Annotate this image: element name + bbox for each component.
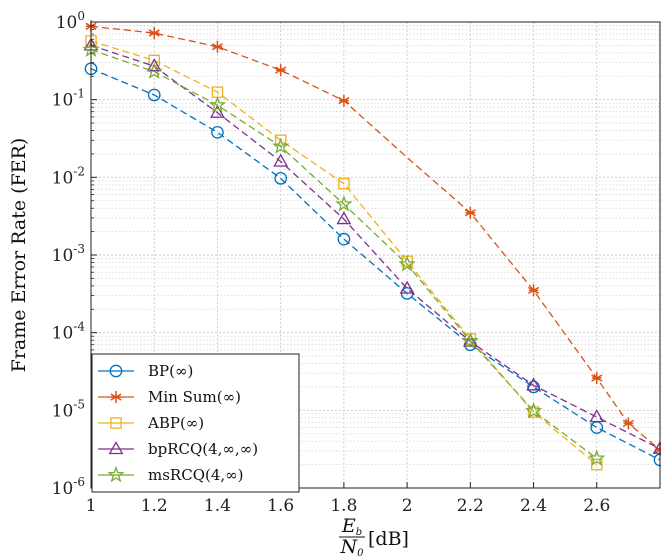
legend-label: msRCQ(4,∞) <box>148 466 244 484</box>
x-tick-label: 1.6 <box>267 496 294 516</box>
data-point-triangle <box>273 153 289 167</box>
x-tick-label: 1.8 <box>330 496 357 516</box>
svg-text:Eb: Eb <box>341 515 362 538</box>
data-point-triangle <box>210 104 225 118</box>
x-tick-label: 2.6 <box>583 496 610 516</box>
x-tick-label: 1 <box>86 496 97 516</box>
data-point-triangle <box>146 58 162 72</box>
data-point-asterisk <box>622 417 634 430</box>
x-tick-label: 2.4 <box>520 496 547 516</box>
data-point-square <box>591 458 603 471</box>
data-point-star <box>145 62 163 79</box>
data-point-star <box>461 331 479 349</box>
series-layer <box>82 20 661 471</box>
x-tick-label: 1.2 <box>141 496 168 516</box>
legend-label: bpRCQ(4,∞,∞) <box>148 440 258 458</box>
legend-item: bpRCQ(4,∞,∞) <box>98 440 258 458</box>
data-point-circle <box>147 88 161 102</box>
data-point-circle <box>211 125 224 139</box>
legend-item: Min Sum(∞) <box>98 388 241 406</box>
y-tick-label: 10-4 <box>52 320 86 344</box>
data-point-asterisk <box>211 40 224 53</box>
data-point-square <box>274 134 287 147</box>
x-label-num: E <box>341 515 356 537</box>
axis-ticks <box>90 21 598 489</box>
series-line <box>90 44 661 450</box>
x-label-den: N <box>340 536 359 558</box>
data-point-triangle <box>526 377 541 391</box>
x-axis-label: Eb N0 [dB] <box>339 515 409 559</box>
data-point-triangle <box>399 280 415 294</box>
data-point-star <box>398 255 416 272</box>
legend-item: msRCQ(4,∞) <box>98 465 244 484</box>
legend-label: Min Sum(∞) <box>148 388 241 406</box>
data-point-star <box>335 195 353 212</box>
minor-grid <box>91 25 660 466</box>
legend-label: ABP(∞) <box>147 414 204 432</box>
y-tick-label: 10-1 <box>52 87 85 111</box>
x-label-num-sub: b <box>356 527 362 538</box>
data-point-square <box>110 417 122 429</box>
y-tick-labels: 100 10-1 10-2 10-3 10-4 10-5 10-6 <box>52 9 86 499</box>
series-line <box>90 25 661 451</box>
series-4 <box>82 40 606 466</box>
series-line <box>90 40 598 466</box>
data-point-circle <box>527 380 540 394</box>
data-point-asterisk <box>275 64 287 77</box>
series-line <box>90 49 598 459</box>
y-tick-label: 10-2 <box>52 164 85 188</box>
y-axis-label: Frame Error Rate (FER) <box>8 138 30 373</box>
svg-text:N0: N0 <box>340 536 365 559</box>
legend-label: BP(∞) <box>148 362 193 380</box>
x-tick-labels: 1 1.2 1.4 1.6 1.8 2 2.2 2.4 2.6 <box>86 496 611 516</box>
data-point-star <box>524 401 543 419</box>
data-point-star <box>272 137 290 154</box>
data-point-triangle <box>336 211 352 225</box>
data-point-asterisk <box>527 284 540 297</box>
x-tick-label: 1.4 <box>204 496 231 516</box>
data-point-asterisk <box>591 372 603 385</box>
legend-item: ABP(∞) <box>98 414 204 432</box>
legend-item: BP(∞) <box>98 362 193 380</box>
x-label-unit: [dB] <box>368 528 409 550</box>
x-tick-label: 2.2 <box>457 496 484 516</box>
data-point-star <box>107 465 125 483</box>
data-point-circle <box>274 172 288 185</box>
data-point-asterisk <box>148 27 160 40</box>
data-point-square <box>338 177 350 190</box>
data-point-triangle <box>108 441 124 455</box>
y-tick-label: 10-5 <box>52 397 85 421</box>
y-tick-label: 10-6 <box>52 475 85 499</box>
data-point-circle <box>109 364 123 378</box>
data-point-asterisk <box>464 206 476 219</box>
data-point-star <box>208 96 227 113</box>
data-point-asterisk <box>338 94 350 107</box>
data-point-circle <box>337 232 351 246</box>
data-point-square <box>527 406 540 418</box>
data-point-asterisk <box>110 391 122 403</box>
y-tick-label: 10-3 <box>52 242 85 266</box>
data-point-triangle <box>589 409 605 423</box>
x-tick-label: 2 <box>402 496 413 516</box>
x-label-den-sub: 0 <box>357 548 364 559</box>
series-line <box>90 68 661 461</box>
data-point-triangle <box>462 333 478 347</box>
legend: BP(∞) Min Sum(∞) ABP(∞) bpRCQ(4,∞,∞) msRCQ(4… <box>91 353 300 493</box>
y-tick-label: 100 <box>56 9 85 33</box>
data-point-star <box>588 449 606 466</box>
